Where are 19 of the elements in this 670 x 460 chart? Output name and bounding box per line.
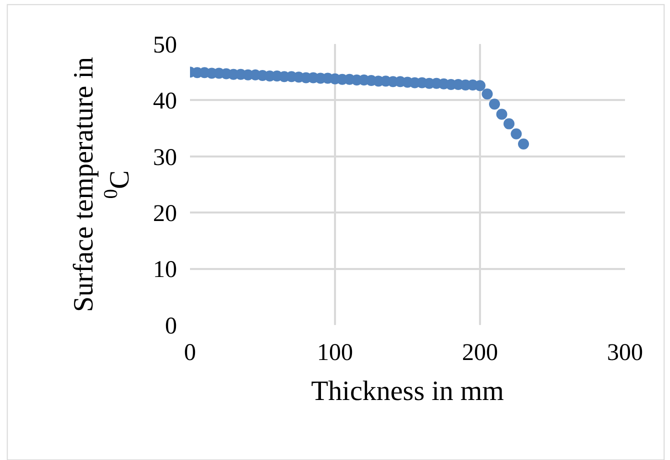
point <box>510 128 522 140</box>
x-tick-label: 200 <box>462 340 498 366</box>
y-tick-label: 40 <box>153 88 177 115</box>
y-tick-label: 50 <box>153 32 177 58</box>
y-tick-label: 30 <box>153 144 177 171</box>
y-tick-label: 10 <box>153 257 177 284</box>
y-tick-label: 0 <box>165 313 177 340</box>
point <box>482 88 493 100</box>
y-axis-title: Surface temperature in $^{0}$C <box>68 57 136 312</box>
x-tick-label: 100 <box>317 340 353 366</box>
point <box>489 98 500 110</box>
point <box>504 118 514 130</box>
x-tick-label: 0 <box>184 340 196 366</box>
x-axis-title: Thickness in mm <box>311 376 504 408</box>
point <box>496 108 508 120</box>
point <box>474 80 486 92</box>
x-tick-label: 300 <box>607 340 643 366</box>
point <box>518 138 529 150</box>
y-tick-label: 20 <box>153 201 177 227</box>
